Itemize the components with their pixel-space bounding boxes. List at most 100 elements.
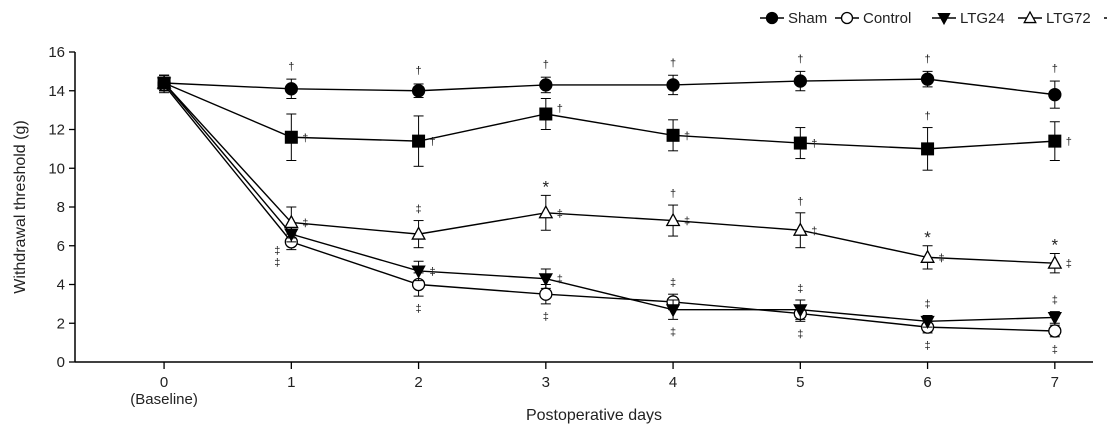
- significance-mark: ‡: [811, 225, 817, 237]
- y-tick-label: 6: [57, 238, 65, 255]
- y-axis-title: Withdrawal threshold (g): [12, 120, 29, 293]
- significance-mark: †: [925, 111, 931, 123]
- significance-mark: ‡: [557, 274, 563, 286]
- legend-marker: [840, 11, 854, 25]
- legend-label: LTG24: [960, 10, 1005, 27]
- x-tick-label: 1: [287, 374, 295, 391]
- x-axis-title: Postoperative days: [526, 407, 662, 424]
- significance-mark: ‡: [1066, 258, 1072, 270]
- y-tick-label: 0: [57, 354, 65, 371]
- data-point: [284, 130, 298, 144]
- significance-mark: ‡: [274, 257, 280, 269]
- series-layer: [156, 70, 1063, 338]
- significance-mark: ‡: [274, 245, 280, 257]
- significance-mark: ‡: [670, 326, 676, 338]
- y-tick-label: 16: [48, 44, 65, 61]
- significance-mark: †: [430, 136, 436, 148]
- significance-mark: †: [543, 59, 549, 71]
- significance-mark: ‡: [797, 283, 803, 295]
- data-point: [538, 204, 554, 219]
- significance-mark: ‡: [1052, 295, 1058, 307]
- legend-item-ltg24: LTG24: [932, 10, 1005, 27]
- significance-mark: †: [797, 53, 803, 65]
- significance-mark: ‡: [670, 277, 676, 289]
- data-point: [411, 226, 426, 240]
- x-tick-label: 6: [923, 374, 931, 391]
- series-ltg240: [157, 74, 1062, 171]
- significance-mark: ‡: [557, 208, 563, 220]
- significance-mark: ‡: [302, 218, 308, 230]
- significance-mark: ‡: [925, 340, 931, 352]
- significance-mark: †: [811, 138, 817, 150]
- data-point: [539, 287, 553, 301]
- x-tick-label: 5: [796, 374, 804, 391]
- legend-label: Control: [863, 10, 911, 27]
- data-point: [1047, 255, 1063, 269]
- significance-mark: *: [1052, 236, 1059, 255]
- legend-item-sham: Sham: [760, 10, 827, 27]
- x-tick-label: 4: [669, 374, 677, 391]
- significance-mark: *: [543, 177, 550, 196]
- y-tick-label: 14: [48, 83, 65, 100]
- significance-mark: †: [416, 65, 422, 77]
- y-tick-label: 10: [48, 160, 65, 177]
- significance-mark: ‡: [925, 299, 931, 311]
- data-point: [792, 222, 808, 236]
- significance-mark: ‡: [1052, 344, 1058, 356]
- data-point: [666, 128, 680, 142]
- data-point: [284, 82, 298, 96]
- significance-mark: †: [1052, 63, 1058, 75]
- data-point: [539, 78, 553, 92]
- legend-item-ltg72: LTG72: [1018, 10, 1091, 27]
- x-tick-label: 3: [542, 374, 550, 391]
- legend-marker: [1023, 10, 1037, 24]
- series-line: [163, 82, 1055, 150]
- data-point: [665, 212, 681, 227]
- x-tick-sublabel: (Baseline): [130, 391, 198, 408]
- legend: ShamControlLTG24LTG72LTG240: [760, 10, 1107, 27]
- data-point: [920, 249, 935, 263]
- series-ltg72: [156, 74, 1063, 274]
- data-point: [666, 78, 680, 92]
- data-point: [920, 72, 935, 86]
- significance-mark: †: [557, 103, 563, 115]
- data-point: [793, 136, 807, 150]
- annotation-layer: † † † † † ††† ††††††‡‡*‡†‡†‡ *‡*‡‡‡‡‡‡‡‡‡‡‡‡‡‡‡: [274, 53, 1072, 355]
- significance-mark: ‡: [430, 266, 436, 278]
- significance-mark: †: [670, 188, 676, 200]
- series-line: [163, 82, 1055, 323]
- y-tick-label: 2: [57, 315, 65, 332]
- y-tick-label: 12: [48, 122, 65, 139]
- data-point: [1048, 134, 1062, 148]
- data-point: [793, 304, 808, 318]
- x-tick-label: 0: [160, 374, 168, 391]
- legend-label: Sham: [788, 10, 827, 27]
- significance-mark: †: [925, 53, 931, 65]
- legend-marker: [765, 11, 779, 25]
- significance-mark: †: [288, 61, 294, 73]
- data-point: [920, 315, 935, 329]
- significance-mark: †: [1066, 136, 1072, 148]
- significance-mark: ‡: [416, 303, 422, 315]
- data-point: [921, 142, 935, 156]
- significance-mark: ‡: [684, 216, 690, 228]
- series-sham: [157, 70, 1062, 109]
- data-point: [1047, 311, 1062, 326]
- significance-mark: *: [924, 228, 931, 247]
- data-point: [539, 107, 553, 121]
- y-tick-label: 4: [57, 277, 65, 294]
- x-tick-label: 2: [414, 374, 422, 391]
- data-point: [412, 134, 426, 148]
- significance-mark: ‡: [416, 204, 422, 216]
- significance-mark: †: [684, 130, 690, 142]
- data-point: [1048, 324, 1062, 338]
- data-point: [411, 84, 426, 98]
- data-point: [665, 304, 681, 318]
- data-point: [793, 74, 807, 88]
- significance-mark: ‡: [939, 252, 945, 264]
- x-tick-label: 7: [1051, 374, 1059, 391]
- legend-item-control: Control: [835, 10, 911, 27]
